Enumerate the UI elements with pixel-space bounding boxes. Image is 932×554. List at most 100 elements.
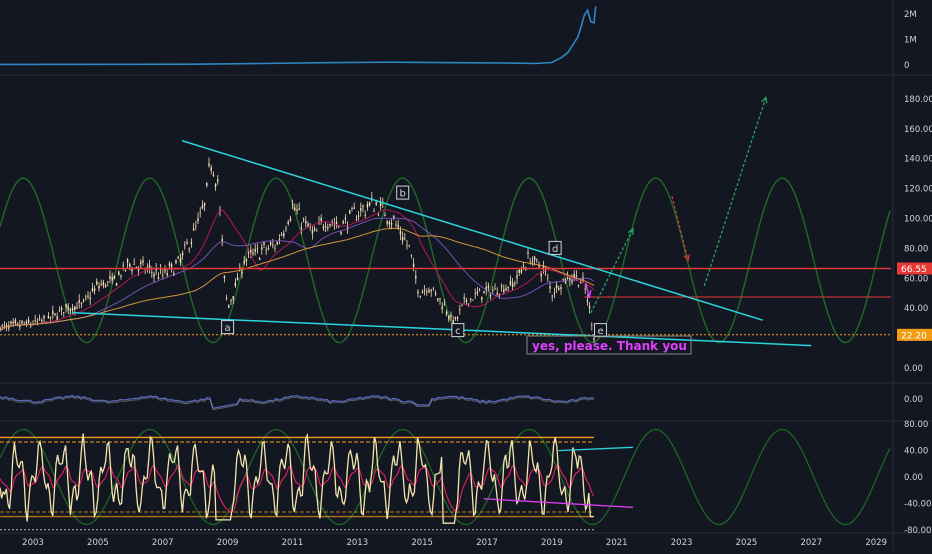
- osc-trendline[interactable]: [558, 446, 633, 452]
- osc-divergence-line[interactable]: [483, 498, 633, 509]
- candle-body: [122, 265, 124, 267]
- candle-body: [225, 297, 228, 299]
- candle-body: [65, 303, 67, 308]
- candle-body: [243, 260, 245, 264]
- y-tick-label: 120.00: [904, 185, 932, 195]
- wave-label-d[interactable]: d: [548, 240, 562, 255]
- candle-body: [470, 298, 472, 300]
- ma-medium-line: [0, 217, 595, 332]
- candle-body: [217, 179, 219, 182]
- candle-body: [276, 242, 278, 245]
- candle-body: [247, 251, 250, 253]
- candle-body: [439, 298, 441, 300]
- projection-arrow[interactable]: [590, 228, 634, 313]
- x-tick-label: 2013: [346, 538, 368, 548]
- y-tick-label: 2M: [904, 10, 917, 20]
- candle-body: [140, 261, 142, 264]
- candle-body: [538, 265, 540, 268]
- candle-body: [467, 303, 470, 305]
- candle-body: [91, 288, 94, 292]
- candle-body: [272, 244, 274, 246]
- candle-body: [162, 274, 164, 276]
- candle-body: [69, 308, 72, 312]
- wave-label-e[interactable]: e: [594, 323, 608, 338]
- candle-body: [296, 209, 298, 212]
- wave-label-box: [221, 320, 235, 335]
- candle-body: [379, 202, 382, 207]
- candle-body: [67, 306, 69, 310]
- candle-body: [487, 285, 490, 288]
- candle-body: [456, 317, 459, 319]
- y-tick-label: 0.00: [904, 395, 923, 405]
- x-tick-label: 2027: [800, 538, 822, 548]
- candle-body: [408, 244, 410, 246]
- candle-body: [85, 296, 87, 298]
- candle-body: [206, 182, 208, 187]
- candle-body: [267, 248, 270, 249]
- candle-body: [377, 214, 380, 216]
- candle-body: [549, 286, 551, 289]
- trendline[interactable]: [181, 140, 763, 321]
- wave-label-b[interactable]: b: [396, 185, 410, 200]
- candle-body: [357, 215, 360, 217]
- candle-body: [252, 252, 254, 255]
- candle-body: [505, 288, 507, 291]
- wave-label-text: b: [400, 189, 406, 200]
- candle-body: [25, 321, 28, 325]
- candle-body: [514, 282, 516, 284]
- candle-body: [41, 320, 43, 322]
- drawing-tools[interactable]: a b c d e: [71, 96, 812, 347]
- candle-body: [12, 321, 14, 324]
- candle-body: [448, 315, 450, 320]
- price-label: 66.55: [897, 262, 932, 275]
- price-axis[interactable]: 2M 1M 0 180.00 160.00 140.00 120.00 100.00 80.00…: [897, 10, 932, 536]
- candle-body: [401, 236, 404, 241]
- candle-body: [89, 297, 91, 300]
- candle-body: [155, 268, 157, 271]
- candle-body: [423, 289, 426, 291]
- candle-body: [80, 303, 83, 305]
- candle-body: [305, 220, 307, 224]
- candle-body: [269, 242, 272, 245]
- candle-body: [56, 316, 58, 321]
- candle-body: [118, 271, 120, 275]
- time-axis[interactable]: 2003 2005 2007 2009 2011 2013 2015 2017 2019 2021…: [22, 538, 887, 548]
- price-cycle-line: [0, 177, 891, 344]
- candle-body: [349, 210, 351, 214]
- projection-arrow[interactable]: [671, 195, 689, 261]
- candle-body: [344, 217, 347, 220]
- candle-body: [19, 325, 21, 327]
- x-tick-label: 2021: [606, 538, 628, 548]
- x-tick-label: 2009: [217, 538, 239, 548]
- candle-body: [461, 304, 463, 306]
- candle-body: [445, 312, 448, 315]
- candle-body: [395, 224, 397, 226]
- x-tick-label: 2025: [736, 538, 758, 548]
- candle-body: [368, 202, 371, 206]
- y-tick-label: 160.00: [904, 125, 932, 135]
- candle-body: [214, 183, 217, 188]
- candle-body: [208, 163, 210, 166]
- candle-body: [133, 264, 135, 265]
- price-candles: [0, 157, 595, 344]
- candle-body: [120, 275, 122, 278]
- arrow-head: [627, 227, 634, 235]
- annotation[interactable]: yes, please. Thank you: [526, 335, 692, 355]
- trendline[interactable]: [71, 311, 812, 347]
- candle-body: [151, 272, 153, 273]
- candle-body: [36, 321, 39, 322]
- candle-body: [157, 277, 160, 279]
- candle-body: [516, 275, 518, 279]
- candle-body: [148, 264, 151, 268]
- candle-body: [476, 291, 479, 294]
- candle-body: [555, 285, 558, 289]
- projection-arrow[interactable]: [703, 97, 767, 286]
- candle-body: [98, 285, 100, 289]
- candle-body: [250, 249, 252, 253]
- wave-label-a[interactable]: a: [221, 320, 235, 335]
- candle-body: [500, 285, 503, 287]
- wave-label-c[interactable]: c: [451, 323, 465, 338]
